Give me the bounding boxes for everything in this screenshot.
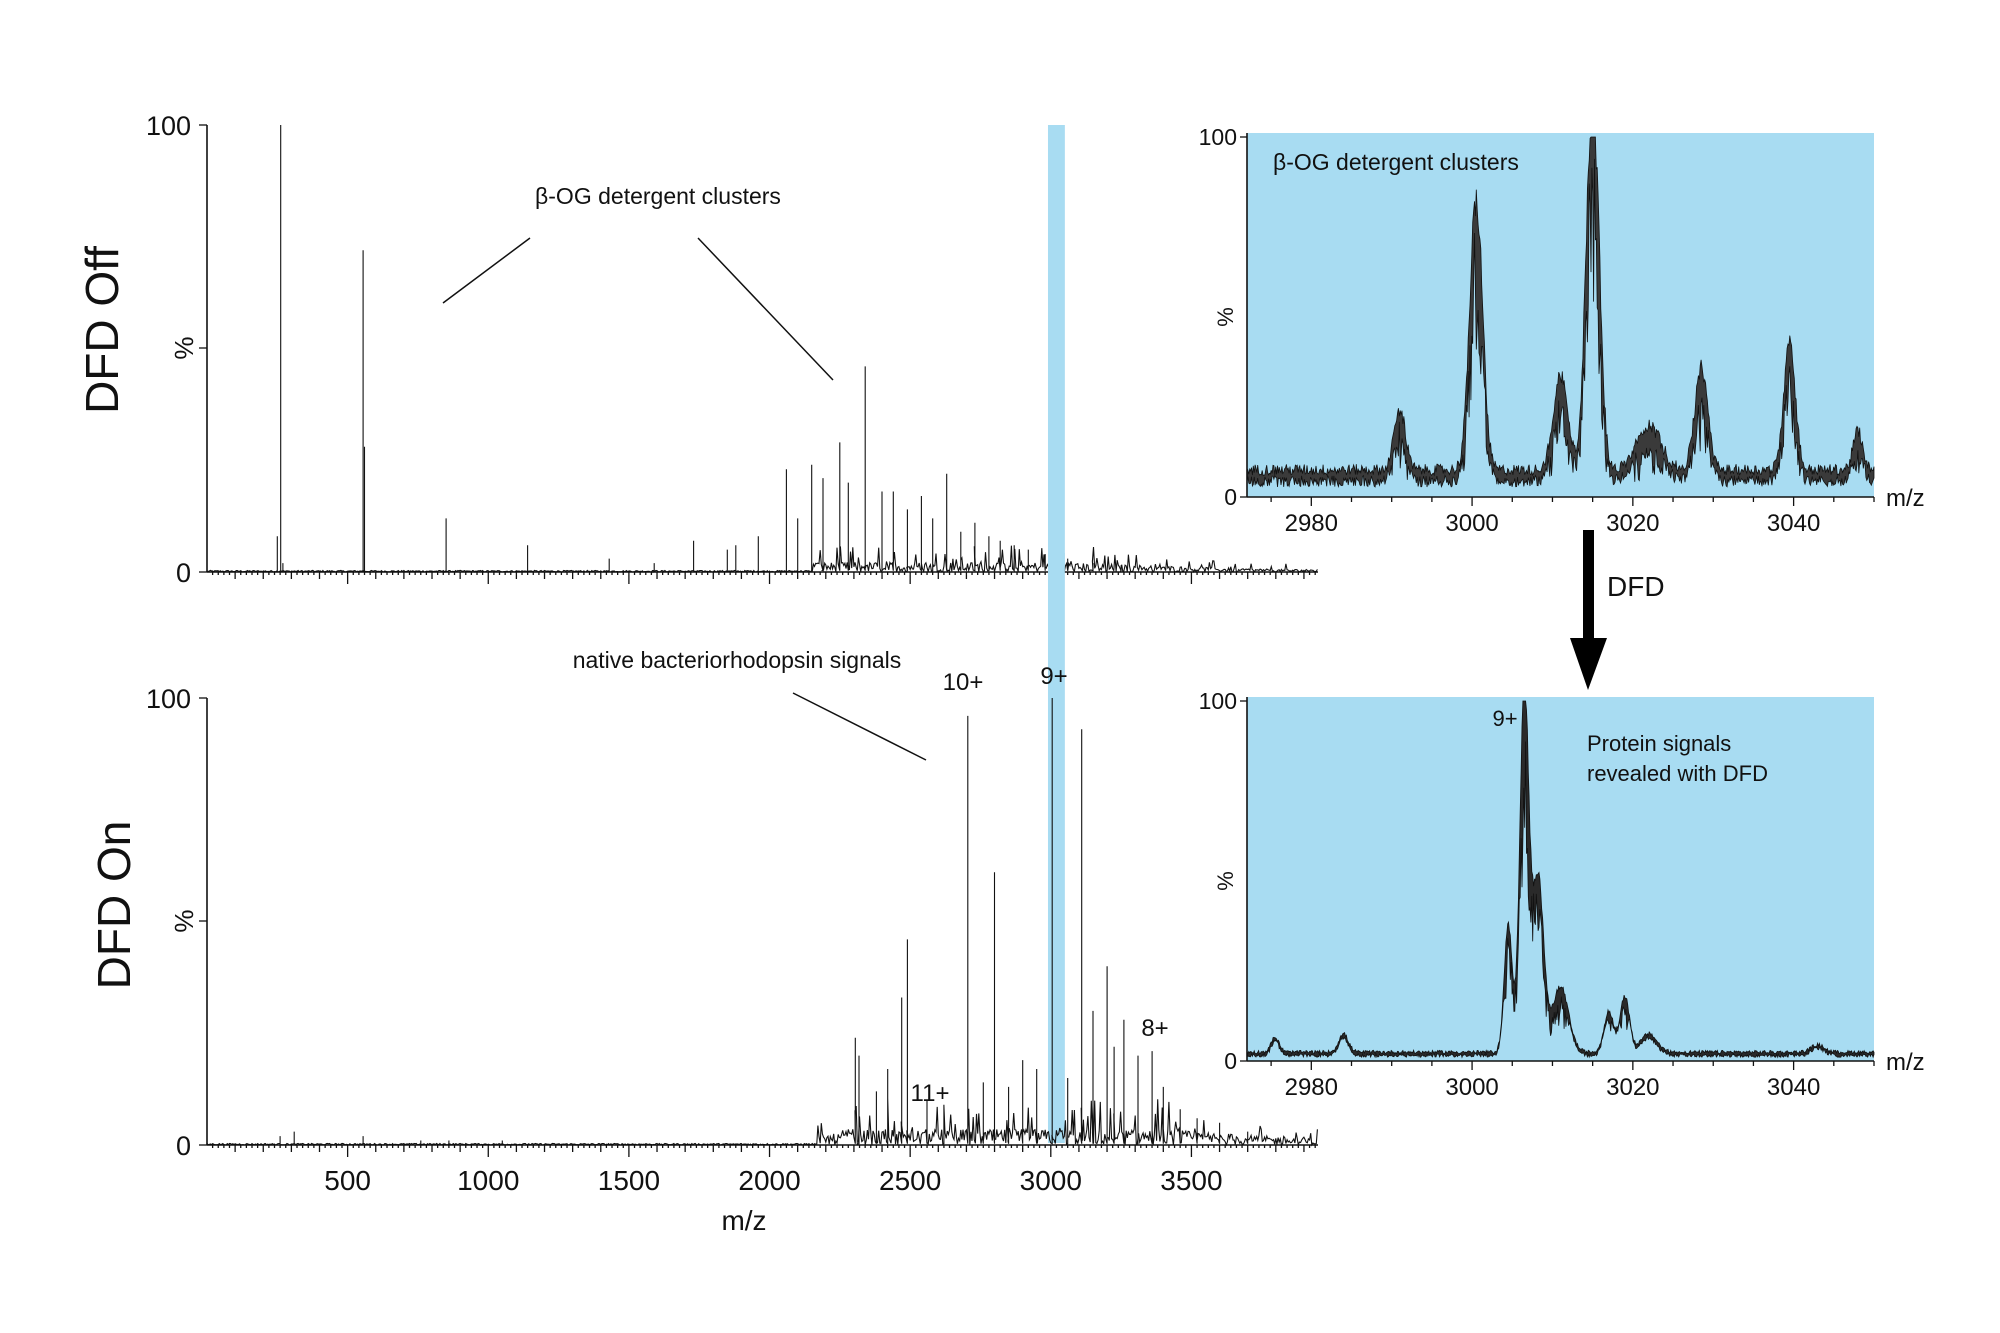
- x-tick-label-3000: 3000: [1020, 1165, 1082, 1196]
- zoom-trace-fill: [1246, 136, 1875, 489]
- annotation-detergent-clusters: β-OG detergent clusters: [535, 183, 781, 209]
- x-tick-label-3040: 3040: [1767, 1074, 1820, 1101]
- y-tick-label-100: 100: [1199, 124, 1237, 150]
- charge-label-11: 11+: [911, 1080, 950, 1107]
- annotation-leader-right: [697, 237, 834, 381]
- x-tick-label-3000: 3000: [1445, 510, 1498, 537]
- x-axis-label: m/z: [1886, 485, 1925, 512]
- x-axis-ticks: 500 1000 1500 2000 2500 3000 3500: [211, 1145, 1316, 1196]
- dfd-arrow: DFD: [1570, 530, 1665, 690]
- charge-label-9: 9+: [1492, 706, 1517, 731]
- arrow-head: [1570, 638, 1607, 690]
- charge-label-9: 9+: [1040, 663, 1067, 690]
- panel-dfd-off-zoom: 2980 3000 3020 3040 100 0 % m/z β-OG deterg…: [1199, 124, 1925, 537]
- y-tick-label-0: 0: [176, 558, 191, 588]
- y-tick-label-0: 0: [1224, 1048, 1237, 1074]
- y-tick-label-0: 0: [1224, 484, 1237, 510]
- zoom-annotation: Protein signals revealed with DFD: [1587, 731, 1768, 786]
- y-axis-label: %: [1213, 871, 1238, 891]
- annotation-leader: [792, 692, 927, 761]
- y-tick-label-100: 100: [146, 684, 191, 714]
- x-tick-label-2980: 2980: [1285, 510, 1338, 537]
- y-tick-label-100: 100: [146, 111, 191, 141]
- zoom-trace-fill: [1246, 700, 1875, 1059]
- charge-label-10: 10+: [943, 669, 984, 696]
- x-tick-label-2000: 2000: [738, 1165, 800, 1196]
- y-axis-label: %: [169, 336, 199, 359]
- y-axis-label: %: [169, 909, 199, 932]
- x-tick-label-3020: 3020: [1606, 1074, 1659, 1101]
- y-tick-label-0: 0: [176, 1131, 191, 1161]
- x-axis-label: m/z: [1886, 1049, 1925, 1076]
- highlight-band: [1047, 553, 1065, 1143]
- x-axis-ticks: [211, 572, 1316, 584]
- annotation-leader-left: [442, 237, 531, 304]
- x-tick-label-1000: 1000: [457, 1165, 519, 1196]
- x-tick-label-3000: 3000: [1445, 1074, 1498, 1101]
- charge-label-8: 8+: [1141, 1015, 1168, 1042]
- x-tick-label-3500: 3500: [1160, 1165, 1222, 1196]
- y-tick-label-100: 100: [1199, 688, 1237, 714]
- panel-dfd-on-full: 500 1000 1500 2000 2500 3000 3500 100 0 % DFD …: [88, 553, 1318, 1236]
- x-tick-label-3040: 3040: [1767, 510, 1820, 537]
- zoom-annotation: β-OG detergent clusters: [1273, 149, 1519, 175]
- x-tick-label-500: 500: [324, 1165, 371, 1196]
- zoom-annotation-text-line2: revealed with DFD: [1587, 761, 1768, 786]
- spectrum-trace: [206, 698, 1318, 1147]
- zoom-background: [1247, 133, 1874, 497]
- x-axis-ticks: 2980 3000 3020 3040: [1270, 497, 1875, 537]
- arrow-shaft: [1583, 530, 1594, 640]
- annotation-bacteriorhodopsin: native bacteriorhodopsin signals: [573, 647, 902, 673]
- zoom-annotation-text: Protein signals: [1587, 731, 1731, 756]
- highlight-band: [1047, 125, 1065, 570]
- arrow-label: DFD: [1607, 571, 1665, 602]
- panel-dfd-off-full: 100 0 % DFD Off β-OG detergent clusters: [76, 111, 1318, 588]
- row-label-dfd-on: DFD On: [88, 821, 140, 990]
- x-tick-label-2500: 2500: [879, 1165, 941, 1196]
- x-tick-label-1500: 1500: [598, 1165, 660, 1196]
- row-label-dfd-off: DFD Off: [76, 246, 128, 414]
- x-axis-label: m/z: [721, 1205, 766, 1236]
- x-tick-label-3020: 3020: [1606, 510, 1659, 537]
- panel-dfd-on-zoom: 2980 3000 3020 3040 100 0 % m/z 9+ Protein …: [1199, 688, 1925, 1101]
- x-tick-label-2980: 2980: [1285, 1074, 1338, 1101]
- x-axis-ticks: 2980 3000 3020 3040: [1270, 1061, 1875, 1101]
- spectrum-trace: [206, 125, 1318, 574]
- y-axis-label: %: [1213, 307, 1238, 327]
